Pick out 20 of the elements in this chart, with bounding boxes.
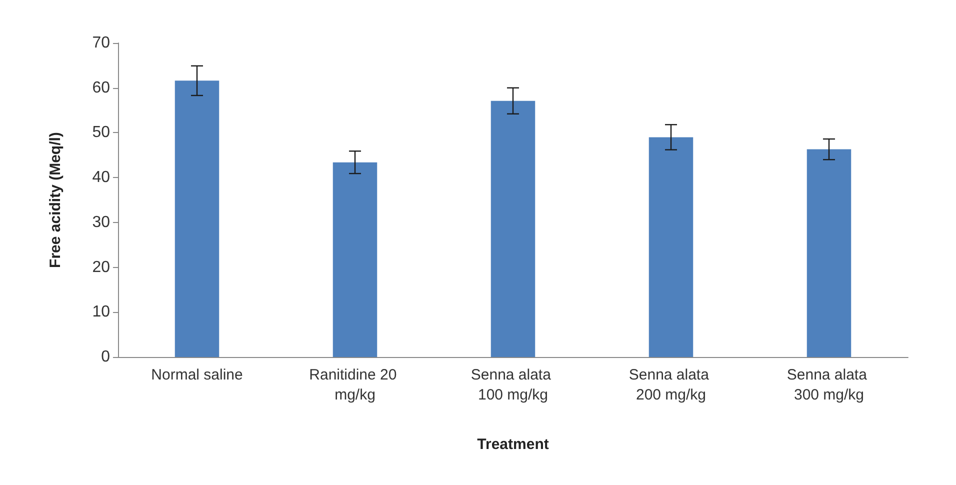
x-axis-title: Treatment (477, 436, 549, 453)
bar (332, 162, 378, 357)
x-tick-label: Senna alata 100 mg/kg (470, 366, 556, 404)
x-tick-label: Senna alata 200 mg/kg (628, 366, 714, 404)
y-tick-label: 40 (92, 169, 110, 186)
bar (174, 80, 220, 357)
bar (490, 100, 536, 357)
y-tick-label: 50 (92, 124, 110, 142)
y-tick-label: 0 (101, 348, 110, 366)
bar (648, 137, 694, 357)
x-tick-label: Normal saline (151, 366, 243, 384)
y-tick-label: 70 (92, 34, 110, 52)
x-tick-label: Senna alata 300 mg/kg (786, 366, 872, 404)
bar (806, 149, 852, 357)
y-tick-label: 20 (92, 258, 110, 276)
y-tick-label: 30 (92, 214, 110, 231)
y-axis-title: Free acidity (Meq/l) (47, 132, 64, 268)
y-tick-label: 60 (92, 79, 110, 96)
y-tick-label: 10 (92, 304, 110, 321)
x-tick-label: Ranitidine 20 mg/kg (309, 366, 401, 404)
